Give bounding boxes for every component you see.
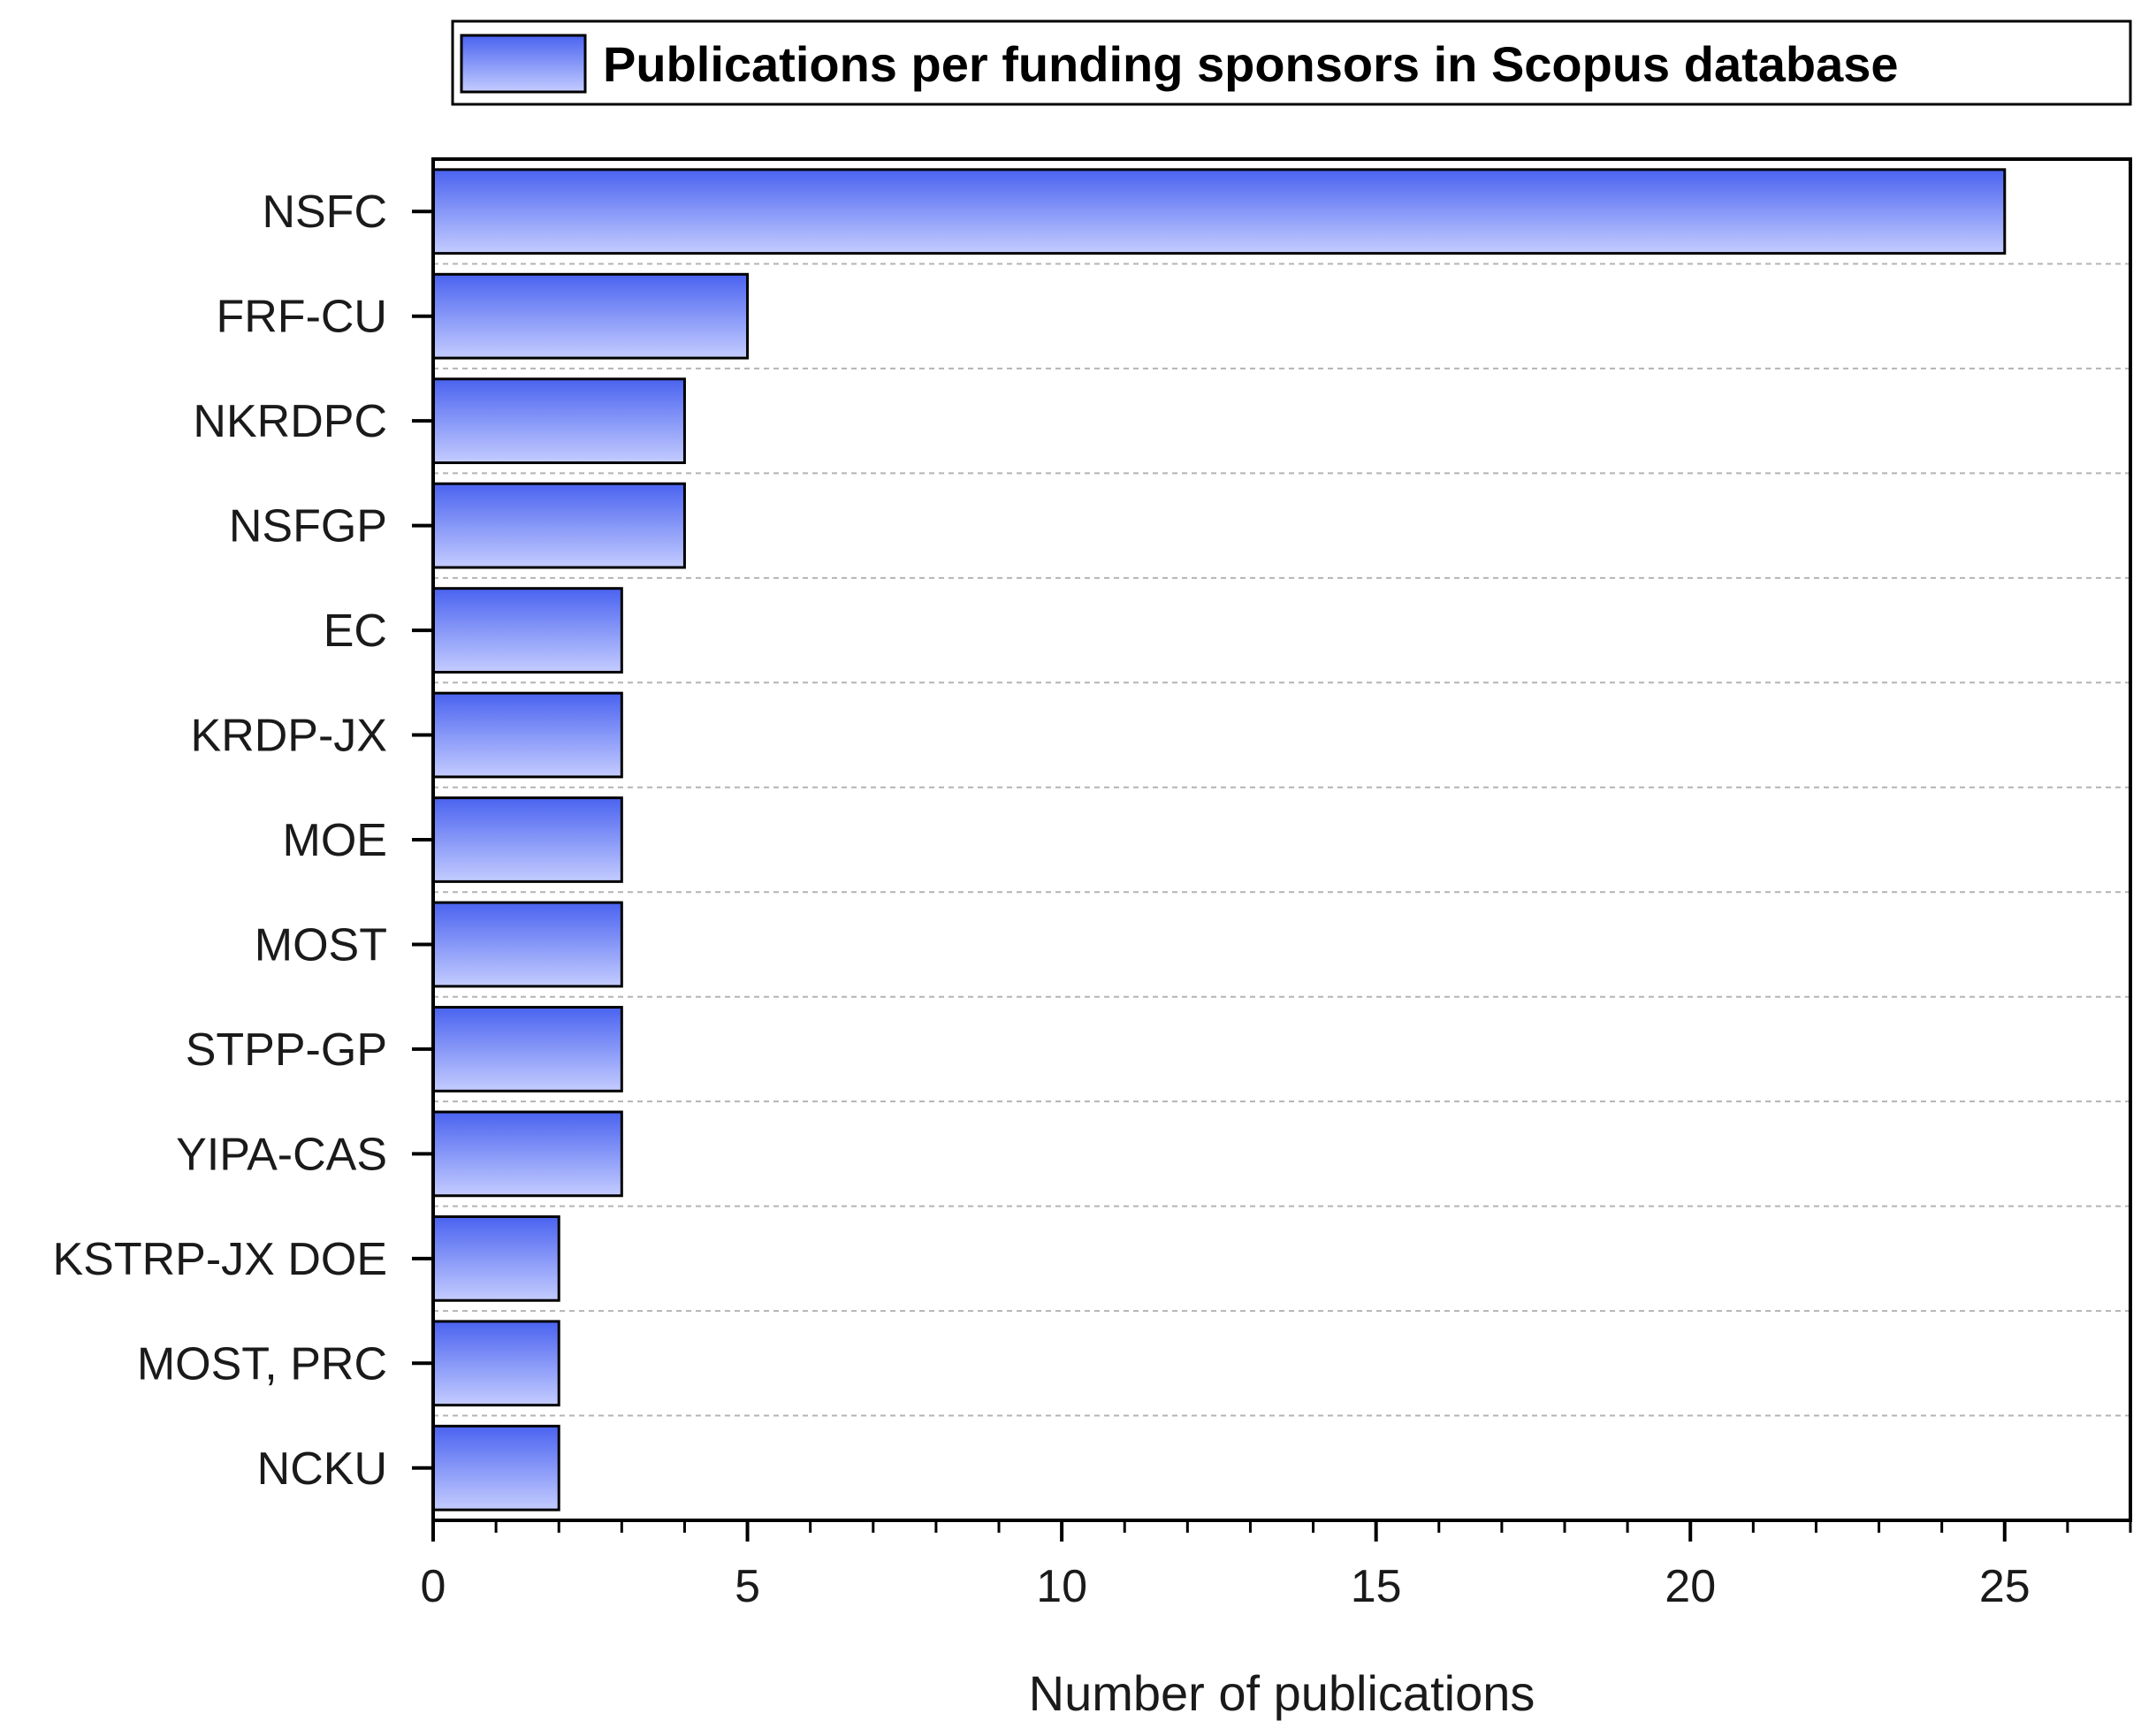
- legend-swatch: [460, 34, 587, 94]
- bar-frf-cu: [431, 272, 750, 360]
- bar-ncku: [431, 1424, 560, 1511]
- legend-box: [451, 19, 2132, 106]
- x-axis-title: Number of publications: [1029, 1665, 1535, 1721]
- grid-lines: [433, 263, 2130, 1417]
- y-tick-label: MOE: [283, 815, 387, 866]
- y-tick-label: NSFGP: [229, 501, 387, 552]
- x-tick-label: 25: [1979, 1561, 2031, 1612]
- y-tick-label: NSFC: [262, 187, 387, 238]
- bar-stpp-gp: [431, 1006, 623, 1093]
- tick-labels: NSFC FRF-CU NKRDPC NSFGP EC KRDP-JX MOE MOST STP…: [53, 187, 2031, 1612]
- y-tick-label: KRDP-JX: [191, 711, 387, 762]
- bar-nsfc: [431, 168, 2007, 255]
- y-tick-label: FRF-CU: [216, 292, 387, 343]
- bar-yipa-cas: [431, 1110, 623, 1198]
- x-tick-label: 5: [735, 1561, 760, 1612]
- legend-label: Publications per funding sponsors in Sco…: [603, 36, 1899, 92]
- legend: Publications per funding sponsors in Sco…: [451, 19, 2132, 106]
- x-tick-label: 0: [421, 1561, 446, 1612]
- x-tick-label: 15: [1351, 1561, 1402, 1612]
- y-tick-label: MOST: [255, 919, 387, 971]
- bar-moe: [431, 796, 623, 883]
- y-tick-label: YIPA-CAS: [176, 1129, 387, 1180]
- x-tick-label: 10: [1036, 1561, 1087, 1612]
- y-tick-label: EC: [324, 605, 387, 657]
- bars: [431, 168, 2007, 1511]
- plot-frame: [431, 157, 2132, 1522]
- bar-most: [431, 901, 623, 988]
- y-tick-label: KSTRP-JX DOE: [53, 1234, 388, 1285]
- bar-ec: [431, 587, 623, 674]
- bar-nsfgp: [431, 482, 686, 569]
- y-tick-label: STPP-GP: [186, 1024, 387, 1076]
- bar-nkrdpc: [431, 377, 686, 465]
- y-tick-label: MOST, PRC: [137, 1338, 387, 1390]
- y-tick-label: NKRDPC: [193, 396, 387, 447]
- bar-kstrp-jx-doe: [431, 1214, 560, 1302]
- bar-most-prc: [431, 1320, 560, 1407]
- x-tick-label: 20: [1665, 1561, 1716, 1612]
- y-tick-label: NCKU: [257, 1443, 387, 1495]
- bar-krdp-jx: [431, 691, 623, 779]
- axis-ticks: [412, 209, 2132, 1542]
